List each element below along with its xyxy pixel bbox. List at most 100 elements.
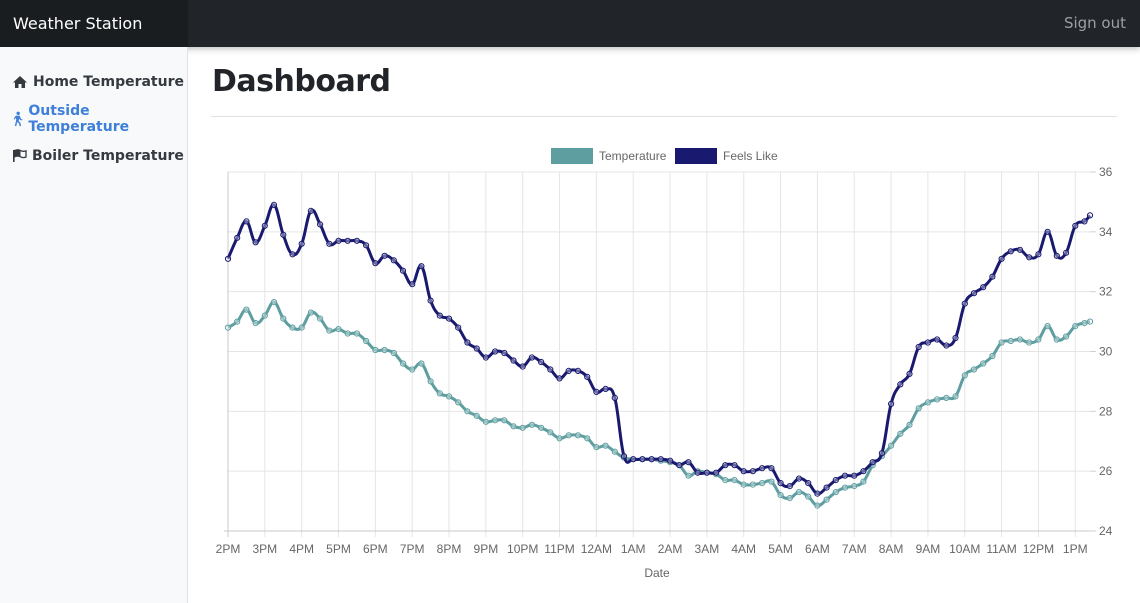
data-point-feels-like[interactable] [841, 472, 849, 479]
data-point-temperature[interactable] [307, 309, 315, 316]
data-point-feels-like[interactable] [934, 336, 941, 343]
data-point-feels-like[interactable] [657, 456, 664, 463]
data-point-temperature[interactable] [501, 417, 508, 424]
data-point-temperature[interactable] [224, 324, 232, 331]
data-point-temperature[interactable] [243, 306, 250, 313]
data-point-feels-like[interactable] [492, 348, 499, 355]
data-point-feels-like[interactable] [547, 366, 554, 373]
data-point-temperature[interactable] [584, 435, 591, 442]
data-point-temperature[interactable] [418, 360, 425, 367]
data-point-feels-like[interactable] [851, 472, 858, 479]
data-point-feels-like[interactable] [289, 251, 296, 258]
data-point-feels-like[interactable] [556, 375, 563, 382]
data-point-feels-like[interactable] [970, 290, 978, 297]
data-point-temperature[interactable] [326, 327, 333, 334]
data-point-temperature[interactable] [538, 424, 545, 431]
data-point-temperature[interactable] [252, 320, 259, 327]
data-point-feels-like[interactable] [363, 242, 370, 249]
data-point-temperature[interactable] [427, 378, 434, 385]
data-point-temperature[interactable] [372, 346, 379, 354]
data-point-feels-like[interactable] [1007, 248, 1014, 255]
data-point-temperature[interactable] [270, 299, 278, 306]
data-point-temperature[interactable] [1081, 320, 1088, 327]
data-point-temperature[interactable] [547, 429, 554, 436]
data-point-temperature[interactable] [814, 502, 821, 509]
data-point-temperature[interactable] [353, 330, 360, 337]
data-point-feels-like[interactable] [989, 273, 996, 280]
data-point-feels-like[interactable] [786, 483, 793, 490]
data-point-feels-like[interactable] [261, 222, 268, 229]
data-point-feels-like[interactable] [445, 315, 453, 322]
data-point-temperature[interactable] [805, 493, 812, 500]
data-point-feels-like[interactable] [381, 252, 388, 259]
data-point-temperature[interactable] [989, 352, 996, 360]
data-point-feels-like[interactable] [713, 469, 720, 476]
data-point-temperature[interactable] [860, 478, 867, 485]
data-point-temperature[interactable] [317, 315, 324, 322]
data-point-feels-like[interactable] [749, 468, 757, 475]
data-point-temperature[interactable] [998, 339, 1005, 346]
data-point-feels-like[interactable] [805, 480, 812, 487]
data-point-temperature[interactable] [436, 390, 443, 397]
data-point-feels-like[interactable] [611, 394, 618, 401]
data-point-feels-like[interactable] [593, 388, 600, 395]
data-point-temperature[interactable] [961, 372, 968, 379]
data-point-temperature[interactable] [464, 408, 471, 415]
data-point-temperature[interactable] [1086, 318, 1094, 325]
data-point-feels-like[interactable] [878, 450, 886, 457]
data-point-temperature[interactable] [759, 480, 766, 487]
data-point-feels-like[interactable] [639, 456, 646, 463]
data-point-feels-like[interactable] [602, 385, 609, 392]
data-point-feels-like[interactable] [243, 218, 250, 225]
data-point-temperature[interactable] [482, 418, 489, 425]
data-point-temperature[interactable] [915, 405, 922, 412]
data-point-feels-like[interactable] [252, 239, 259, 246]
data-point-temperature[interactable] [510, 423, 517, 430]
data-point-feels-like[interactable] [372, 260, 379, 267]
data-point-temperature[interactable] [722, 477, 729, 484]
data-point-feels-like[interactable] [390, 257, 397, 264]
data-point-feels-like[interactable] [307, 207, 315, 214]
data-point-feels-like[interactable] [795, 475, 803, 482]
data-point-feels-like[interactable] [888, 400, 895, 407]
data-point-feels-like[interactable] [1086, 212, 1094, 219]
sign-out-link[interactable]: Sign out [1063, 14, 1126, 32]
data-point-feels-like[interactable] [565, 367, 572, 374]
data-point-temperature[interactable] [381, 346, 388, 354]
data-point-temperature[interactable] [1044, 323, 1051, 330]
data-point-temperature[interactable] [823, 496, 830, 503]
data-point-feels-like[interactable] [464, 339, 471, 346]
data-point-temperature[interactable] [574, 432, 582, 439]
data-point-temperature[interactable] [906, 421, 913, 428]
data-point-temperature[interactable] [602, 442, 609, 449]
data-point-feels-like[interactable] [759, 465, 766, 472]
data-point-temperature[interactable] [492, 417, 499, 424]
data-point-feels-like[interactable] [980, 284, 987, 291]
data-point-temperature[interactable] [1035, 336, 1042, 343]
data-point-feels-like[interactable] [1016, 246, 1024, 253]
data-point-temperature[interactable] [1007, 337, 1014, 345]
data-point-feels-like[interactable] [353, 237, 360, 244]
data-point-feels-like[interactable] [722, 462, 729, 469]
data-point-temperature[interactable] [409, 366, 416, 373]
data-point-feels-like[interactable] [998, 255, 1005, 262]
data-point-temperature[interactable] [1063, 333, 1070, 340]
data-point-temperature[interactable] [1016, 336, 1024, 343]
data-point-temperature[interactable] [731, 477, 738, 484]
data-point-feels-like[interactable] [280, 231, 287, 238]
data-point-temperature[interactable] [749, 481, 757, 488]
data-point-feels-like[interactable] [1063, 249, 1070, 256]
brand-link[interactable]: Weather Station [0, 0, 188, 47]
data-point-temperature[interactable] [593, 444, 600, 451]
data-point-feels-like[interactable] [630, 456, 637, 463]
data-point-feels-like[interactable] [344, 237, 351, 244]
data-point-feels-like[interactable] [317, 221, 324, 228]
data-point-feels-like[interactable] [703, 469, 711, 476]
data-point-temperature[interactable] [832, 489, 839, 496]
data-point-feels-like[interactable] [915, 343, 922, 351]
data-point-temperature[interactable] [556, 435, 563, 442]
data-point-temperature[interactable] [335, 326, 342, 333]
data-point-feels-like[interactable] [409, 281, 416, 288]
data-point-feels-like[interactable] [648, 456, 655, 463]
data-point-temperature[interactable] [685, 472, 692, 479]
